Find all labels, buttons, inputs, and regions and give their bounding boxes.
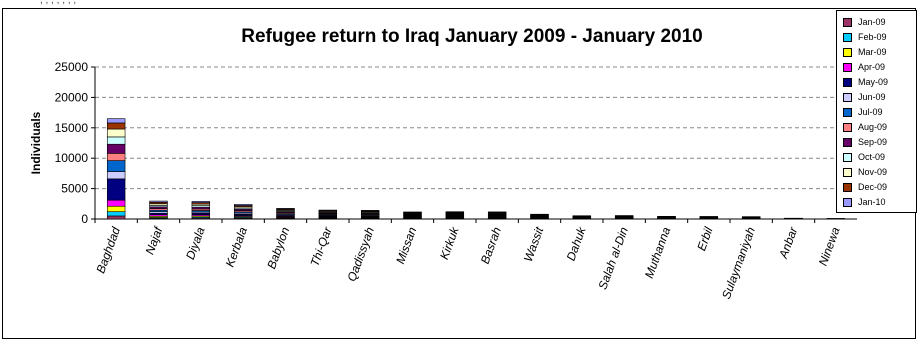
- legend-item: Jan-10: [843, 195, 886, 209]
- legend-label: Jan-09: [858, 17, 886, 27]
- chart-title: Refugee return to Iraq January 2009 - Ja…: [241, 26, 702, 47]
- legend-item: Aug-09: [843, 120, 887, 134]
- y-tick-label: 5000: [61, 182, 88, 196]
- x-tick-label: Qadissyah: [344, 225, 377, 283]
- bar-segment: [276, 208, 295, 210]
- bar-segment: [106, 160, 126, 172]
- bar-segment: [106, 215, 126, 220]
- legend-label: Nov-09: [858, 167, 888, 177]
- legend-swatch: [843, 197, 852, 207]
- chart-legend: Jan-09 Feb-09 Mar-09 Apr-09 May-09 Jun-09 Jul-…: [836, 10, 917, 213]
- x-tick-label: Kerbala: [223, 225, 250, 269]
- y-tick-label: 25000: [55, 60, 89, 74]
- bar-segment: [106, 118, 126, 124]
- legend-swatch: [843, 62, 852, 72]
- legend-item: Mar-09: [843, 45, 887, 59]
- x-tick-label: Anbar: [776, 224, 801, 261]
- x-tick-label: Baghdad: [93, 225, 123, 275]
- legend-label: Dec-09: [858, 182, 888, 192]
- legend-swatch: [843, 107, 852, 117]
- bar-segment: [106, 171, 126, 180]
- legend-swatch: [843, 167, 852, 177]
- legend-item: Feb-09: [843, 30, 887, 44]
- legend-label: Aug-09: [858, 122, 888, 132]
- legend-swatch: [843, 182, 852, 192]
- x-tick-label: Najaf: [143, 224, 166, 257]
- x-tick-label: Wassit: [521, 225, 547, 264]
- legend-item: Dec-09: [843, 180, 887, 194]
- x-tick-label: Basrah: [478, 225, 504, 266]
- bar-segment: [106, 143, 126, 154]
- x-tick-label: Babylon: [264, 225, 292, 271]
- y-tick-label: 15000: [55, 121, 89, 135]
- legend-item: Apr-09: [843, 60, 885, 74]
- legend-swatch: [843, 122, 852, 132]
- bar-segment: [191, 201, 211, 203]
- legend-item: Jul-09: [843, 105, 883, 119]
- legend-item: Nov-09: [843, 165, 887, 179]
- x-tick-label: Missan: [393, 225, 419, 266]
- legend-swatch: [843, 32, 852, 42]
- x-tick-label: Ninewa: [816, 225, 843, 268]
- bar-segment: [106, 122, 126, 130]
- bar-segment: [360, 210, 380, 212]
- legend-swatch: [843, 77, 852, 87]
- legend-label: Oct-09: [858, 152, 886, 162]
- y-tick-label: 0: [81, 212, 88, 226]
- legend-swatch: [843, 152, 852, 162]
- legend-item: Oct-09: [843, 150, 885, 164]
- bar-segment: [106, 199, 126, 207]
- bar-segment: [106, 211, 126, 217]
- x-tick-label: Kirkuk: [437, 224, 462, 261]
- legend-item: Sep-09: [843, 135, 887, 149]
- bar-segment: [106, 205, 126, 213]
- x-tick-label: Muthanna: [642, 225, 674, 280]
- legend-swatch: [843, 92, 852, 102]
- legend-label: Sep-09: [858, 137, 888, 147]
- bar-segment: [149, 200, 168, 203]
- bar-segment: [106, 153, 126, 161]
- legend-label: Jan-10: [858, 197, 886, 207]
- bar-segment: [233, 204, 253, 206]
- legend-item: Jun-09: [843, 90, 886, 104]
- y-tick-label: 20000: [55, 90, 89, 104]
- x-tick-label: Thi-Qar: [308, 224, 335, 268]
- x-tick-label: Sulaymaniyah: [719, 225, 758, 301]
- x-tick-label: Erbil: [694, 225, 715, 253]
- header-text: , , , , , , ,: [40, 0, 840, 5]
- legend-item: May-09: [843, 75, 888, 89]
- bar-segment: [318, 209, 338, 212]
- x-tick-label: Dahuk: [564, 224, 589, 262]
- legend-label: Feb-09: [858, 32, 887, 42]
- y-axis-label: Individuals: [29, 111, 43, 174]
- legend-label: Jul-09: [858, 107, 883, 117]
- legend-label: May-09: [858, 77, 889, 87]
- legend-swatch: [843, 47, 852, 57]
- legend-label: Mar-09: [858, 47, 887, 57]
- legend-item: Jan-09: [843, 15, 886, 29]
- x-tick-label: Diyala: [183, 225, 208, 261]
- legend-swatch: [843, 137, 852, 147]
- legend-swatch: [843, 17, 852, 27]
- y-tick-label: 10000: [55, 151, 89, 165]
- bar-segment: [106, 178, 126, 201]
- legend-label: Apr-09: [858, 62, 886, 72]
- x-tick-label: Salah al-Din: [595, 225, 631, 292]
- legend-label: Jun-09: [858, 92, 886, 102]
- bar-segment: [106, 136, 126, 145]
- bar-segment: [106, 128, 126, 138]
